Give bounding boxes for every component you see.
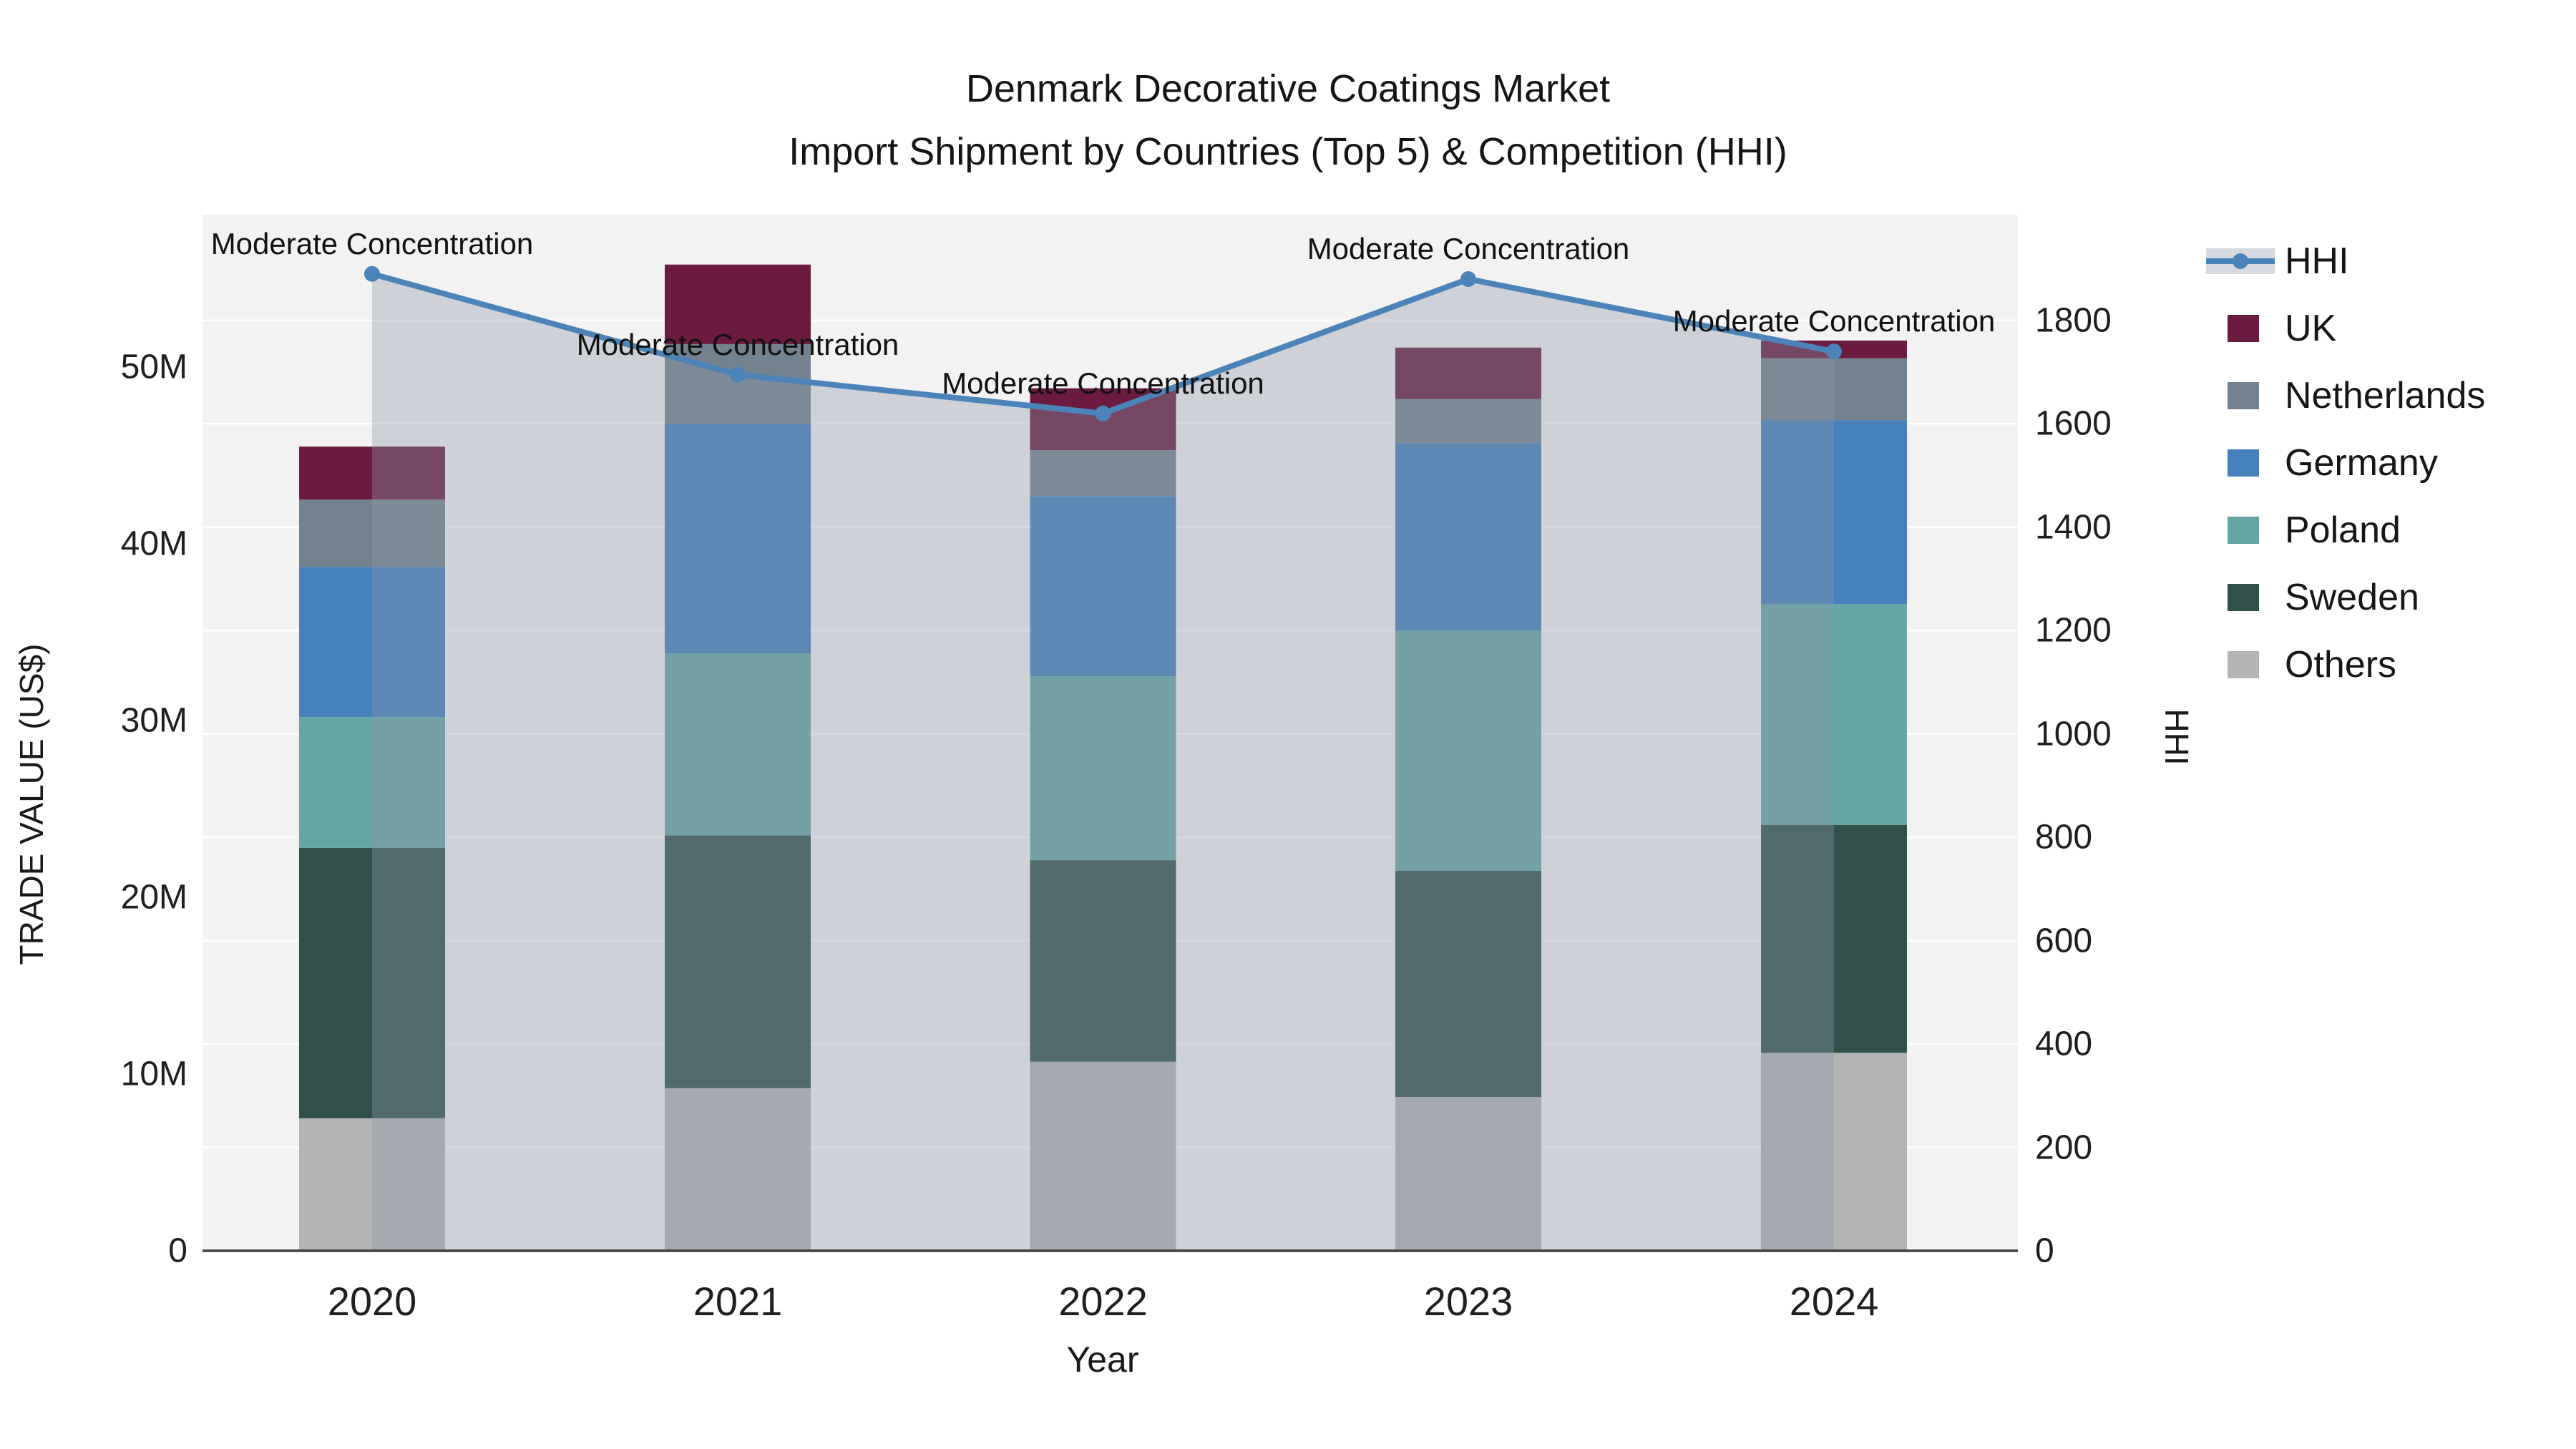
annotation-2022: Moderate Concentration — [942, 366, 1264, 400]
hhi-marker-2022[interactable] — [1095, 405, 1111, 421]
y-axis-right-title: HHI — [2158, 708, 2195, 766]
bar-segment-uk-2023[interactable] — [1395, 347, 1541, 399]
hhi-area-fill — [372, 273, 1834, 1251]
legend-label: Sweden — [2285, 577, 2419, 618]
y-axis-left-title: TRADE VALUE (US$) — [13, 643, 50, 965]
uk-swatch-icon — [2228, 315, 2259, 342]
chart-title: Denmark Decorative Coatings Market Impor… — [789, 57, 1787, 183]
y-right-tick-1200: 1200 — [2035, 611, 2112, 650]
bar-segment-sweden-2020[interactable] — [299, 847, 445, 1118]
y-left-tick-10M: 10M — [120, 1055, 187, 1093]
y-right-tick-0: 0 — [2035, 1231, 2054, 1270]
x-tick-2020: 2020 — [327, 1279, 417, 1324]
legend-label: Germany — [2285, 442, 2438, 484]
bar-segment-netherlands-2021[interactable] — [665, 343, 811, 424]
bar-segment-others-2023[interactable] — [1395, 1097, 1541, 1251]
others-swatch-icon — [2228, 651, 2259, 678]
bar-segment-uk-2020[interactable] — [299, 447, 445, 500]
annotation-2024: Moderate Concentration — [1672, 304, 1996, 338]
x-tick-2024: 2024 — [1789, 1279, 1879, 1324]
y-right-tick-1400: 1400 — [2035, 508, 2112, 547]
bar-segment-poland-2020[interactable] — [299, 717, 445, 848]
x-tick-2022: 2022 — [1058, 1279, 1148, 1324]
y-right-tick-1600: 1600 — [2035, 404, 2112, 443]
annotation-2021: Moderate Concentration — [576, 327, 899, 361]
hhi-line-legend-icon — [2206, 248, 2275, 274]
hhi-marker-2023[interactable] — [1460, 270, 1476, 287]
netherlands-swatch-icon — [2228, 382, 2259, 409]
legend-item-hhi[interactable]: HHI — [2206, 240, 2349, 283]
hhi-marker-2024[interactable] — [1826, 343, 1842, 360]
poland-swatch-icon — [2228, 517, 2259, 544]
bar-segment-others-2022[interactable] — [1030, 1061, 1176, 1251]
legend-label: Netherlands — [2285, 375, 2486, 416]
legend-item-poland[interactable]: Poland — [2206, 509, 2401, 552]
legend-item-others[interactable]: Others — [2206, 643, 2396, 686]
bar-segment-poland-2023[interactable] — [1395, 630, 1541, 871]
y-right-tick-400: 400 — [2035, 1025, 2093, 1063]
bar-segment-poland-2024[interactable] — [1761, 603, 1907, 825]
y-right-tick-800: 800 — [2035, 818, 2093, 857]
legend-item-germany[interactable]: Germany — [2206, 441, 2438, 484]
annotation-2020: Moderate Concentration — [210, 226, 534, 260]
bar-segment-germany-2021[interactable] — [665, 424, 811, 654]
bar-segment-others-2024[interactable] — [1761, 1053, 1907, 1251]
legend-label: Others — [2285, 644, 2397, 686]
y-left-tick-0: 0 — [168, 1231, 187, 1270]
hhi-marker-2020[interactable] — [364, 265, 380, 282]
bar-segment-sweden-2021[interactable] — [665, 835, 811, 1088]
bar-segment-poland-2021[interactable] — [665, 653, 811, 836]
y-left-tick-40M: 40M — [120, 525, 187, 563]
y-left-tick-20M: 20M — [120, 878, 187, 917]
bar-segment-germany-2023[interactable] — [1395, 443, 1541, 631]
bar-segment-netherlands-2020[interactable] — [299, 499, 445, 567]
bar-segment-others-2020[interactable] — [299, 1118, 445, 1251]
bar-segment-germany-2020[interactable] — [299, 567, 445, 718]
sweden-swatch-icon — [2228, 584, 2259, 611]
bar-segment-netherlands-2023[interactable] — [1395, 399, 1541, 444]
legend-label: UK — [2285, 308, 2337, 349]
legend-item-sweden[interactable]: Sweden — [2206, 576, 2419, 619]
bar-segment-sweden-2022[interactable] — [1030, 860, 1176, 1062]
legend-item-uk[interactable]: UK — [2206, 307, 2336, 350]
legend-label: HHI — [2285, 240, 2349, 282]
y-right-tick-1000: 1000 — [2035, 715, 2112, 753]
bar-segment-poland-2022[interactable] — [1030, 676, 1176, 861]
x-tick-2023: 2023 — [1423, 1279, 1513, 1324]
bar-segment-uk-2021[interactable] — [665, 264, 811, 344]
x-axis-title: Year — [1066, 1340, 1139, 1380]
legend-label: Poland — [2285, 509, 2401, 551]
bar-segment-netherlands-2024[interactable] — [1761, 358, 1907, 421]
bar-segment-germany-2024[interactable] — [1761, 420, 1907, 604]
hhi-marker-2021[interactable] — [730, 366, 746, 383]
germany-swatch-icon — [2228, 449, 2259, 477]
annotation-2023: Moderate Concentration — [1307, 231, 1630, 265]
y-right-tick-200: 200 — [2035, 1128, 2093, 1167]
y-left-tick-50M: 50M — [120, 348, 187, 386]
bar-segment-germany-2022[interactable] — [1030, 496, 1176, 677]
bar-segment-sweden-2023[interactable] — [1395, 870, 1541, 1098]
x-tick-2021: 2021 — [693, 1279, 783, 1324]
bar-segment-netherlands-2022[interactable] — [1030, 450, 1176, 497]
chart-title-line1: Denmark Decorative Coatings Market — [965, 67, 1611, 110]
y-left-tick-30M: 30M — [120, 701, 187, 740]
bar-segment-others-2021[interactable] — [665, 1088, 811, 1251]
chart-title-line2: Import Shipment by Countries (Top 5) & C… — [789, 130, 1787, 173]
y-right-tick-1800: 1800 — [2035, 301, 2112, 340]
y-right-tick-600: 600 — [2035, 922, 2093, 960]
legend-item-netherlands[interactable]: Netherlands — [2206, 374, 2485, 417]
bar-segment-sweden-2024[interactable] — [1761, 824, 1907, 1053]
